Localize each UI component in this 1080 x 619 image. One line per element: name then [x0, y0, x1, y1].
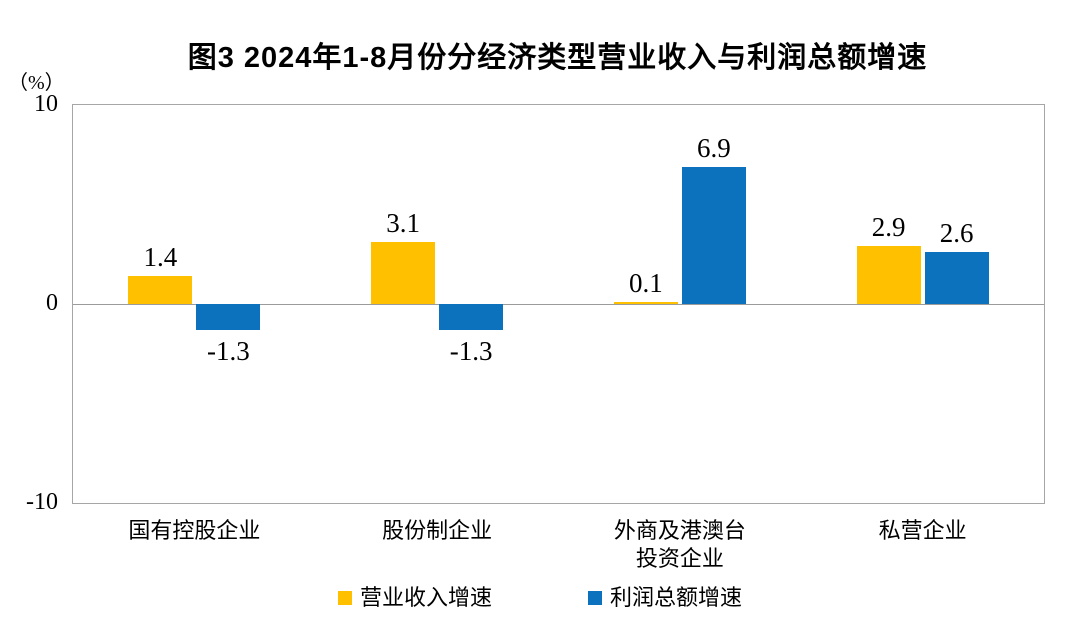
- legend-swatch-profit: [588, 591, 602, 605]
- legend-swatch-revenue: [337, 591, 352, 605]
- bar-profit-1: [439, 304, 504, 330]
- value-label: 1.4: [143, 242, 178, 273]
- category-label: 私营企业: [878, 518, 967, 543]
- value-label: 3.1: [386, 208, 420, 239]
- bar-profit-2: [681, 166, 746, 304]
- y-tick-label: 10: [34, 91, 58, 117]
- y-tick-label: -10: [26, 489, 58, 515]
- value-label: 0.1: [629, 268, 663, 298]
- category-label: 外商及港澳台 投资企业: [613, 518, 746, 571]
- value-label: 6.9: [697, 132, 731, 163]
- bar-revenue-2: [613, 302, 678, 304]
- bar-profit-0: [196, 304, 261, 330]
- value-label: 2.9: [871, 212, 906, 243]
- bar-profit-3: [924, 252, 989, 304]
- category-label: 股份制企业: [382, 518, 493, 543]
- y-axis-unit-label: （%）: [8, 72, 65, 94]
- bar-revenue-3: [856, 246, 921, 304]
- zero-gridline: [73, 303, 1044, 305]
- legend-item-revenue: 营业收入增速: [337, 585, 492, 611]
- category-label: 国有控股企业: [128, 518, 261, 543]
- y-tick-label: 0: [46, 290, 58, 316]
- legend-label: 营业收入增速: [359, 585, 492, 610]
- legend-label: 利润总额增速: [610, 585, 743, 610]
- legend: 营业收入增速 利润总额增速: [0, 584, 1080, 612]
- chart-title: 图3 2024年1-8月份分经济类型营业收入与利润总额增速: [187, 42, 928, 74]
- bar-revenue-0: [128, 276, 193, 304]
- value-label: -1.3: [207, 335, 250, 366]
- value-label: 2.6: [939, 218, 974, 249]
- value-label: -1.3: [449, 335, 493, 366]
- plot-area: 1.4 3.1 0.1 2.9 -1.3 -1.3 6.9 2.6 国有控股企业 股份制企业 外商及…: [72, 104, 1045, 571]
- legend-item-profit: 利润总额增速: [588, 585, 742, 611]
- bar-revenue-1: [371, 242, 436, 304]
